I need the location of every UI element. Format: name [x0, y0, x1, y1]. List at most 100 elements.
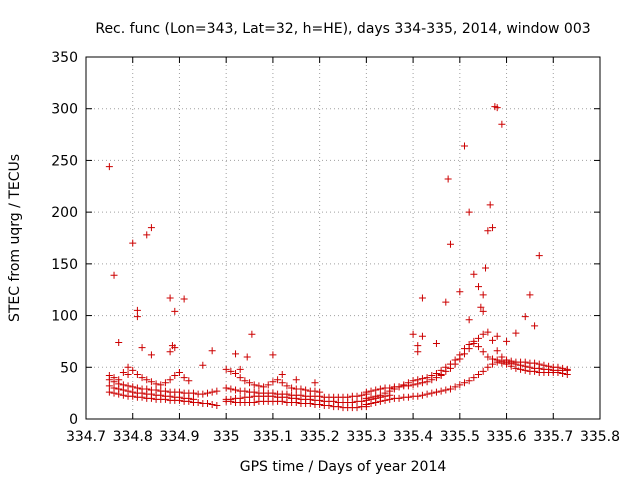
data-point	[442, 386, 450, 394]
data-point	[222, 384, 230, 392]
data-point	[260, 383, 268, 391]
y-axis: 0 50 100 150 200 250 300 350	[51, 50, 600, 428]
data-point	[227, 395, 235, 403]
data-point	[418, 379, 426, 387]
y-tick-label: 200	[51, 205, 78, 221]
data-point	[498, 120, 506, 128]
data-point	[129, 366, 137, 374]
data-point	[171, 307, 179, 315]
data-point	[404, 382, 412, 390]
data-point	[451, 383, 459, 391]
data-point	[138, 344, 146, 352]
data-point	[446, 364, 454, 372]
x-tick-label: 335.4	[393, 429, 433, 445]
data-point	[105, 372, 113, 380]
data-point	[444, 175, 452, 183]
data-point	[115, 376, 123, 384]
data-point	[297, 391, 305, 399]
data-point	[465, 377, 473, 385]
data-point	[372, 398, 380, 406]
data-point	[278, 371, 286, 379]
data-point	[503, 337, 511, 345]
data-point	[479, 307, 487, 315]
x-tick-label: 335.1	[253, 429, 293, 445]
data-point	[152, 380, 160, 388]
data-point	[143, 231, 151, 239]
data-point	[409, 330, 417, 338]
data-point	[475, 283, 483, 291]
data-point	[138, 374, 146, 382]
data-point	[283, 390, 291, 398]
data-point	[105, 163, 113, 171]
data-point	[414, 342, 422, 350]
data-point	[348, 398, 356, 406]
data-point	[236, 365, 244, 373]
data-point	[367, 399, 375, 407]
data-point	[278, 379, 286, 387]
data-point	[189, 389, 197, 397]
data-point	[559, 364, 567, 372]
data-point	[302, 386, 310, 394]
data-point	[203, 399, 211, 407]
data-point	[372, 392, 380, 400]
data-point	[414, 392, 422, 400]
data-point	[250, 381, 258, 389]
y-tick-label: 300	[51, 102, 78, 118]
data-point	[486, 201, 494, 209]
data-point	[175, 388, 183, 396]
series-spikes-mid	[232, 330, 319, 387]
y-tick-label: 0	[69, 412, 78, 428]
data-point	[493, 356, 501, 364]
data-point	[512, 329, 520, 337]
data-point	[241, 377, 249, 385]
data-point	[171, 372, 179, 380]
data-point	[460, 350, 468, 358]
y-tick-label: 250	[51, 153, 78, 169]
data-point	[437, 372, 445, 380]
data-point	[531, 359, 539, 367]
data-point	[171, 344, 179, 352]
data-point	[166, 348, 174, 356]
data-point	[470, 374, 478, 382]
data-point	[269, 351, 277, 359]
data-point	[460, 379, 468, 387]
data-point	[418, 332, 426, 340]
data-point	[105, 388, 113, 396]
x-axis: 334.7 334.8 334.9 335 335.1 335.2 335.3 335.4 33…	[66, 57, 620, 445]
data-point	[246, 379, 254, 387]
data-point	[442, 367, 450, 375]
data-point	[133, 313, 141, 321]
data-point	[129, 383, 137, 391]
data-point	[535, 360, 543, 368]
series-arc3	[105, 376, 221, 398]
data-point	[129, 239, 137, 247]
data-point	[358, 391, 366, 399]
data-point	[248, 330, 256, 338]
data-point	[507, 357, 515, 365]
data-point	[353, 404, 361, 412]
data-point	[124, 382, 132, 390]
data-point	[175, 368, 183, 376]
series-late3	[362, 328, 571, 396]
data-point	[222, 365, 230, 373]
data-point	[451, 360, 459, 368]
data-point	[292, 376, 300, 384]
data-point	[484, 328, 492, 336]
data-point	[395, 394, 403, 402]
data-point	[479, 330, 487, 338]
data-point	[367, 387, 375, 395]
data-point	[489, 224, 497, 232]
data-point	[161, 379, 169, 387]
x-tick-label: 335.6	[486, 429, 526, 445]
data-point	[442, 298, 450, 306]
data-point	[105, 382, 113, 390]
data-point	[241, 387, 249, 395]
data-point	[119, 368, 127, 376]
data-point	[484, 353, 492, 361]
series-spikes-late	[409, 103, 543, 380]
data-point	[563, 365, 571, 373]
data-point	[475, 371, 483, 379]
chart-title: Rec. func (Lon=343, Lat=32, h=HE), days …	[95, 21, 590, 37]
data-point	[283, 382, 291, 390]
data-point	[110, 374, 118, 382]
